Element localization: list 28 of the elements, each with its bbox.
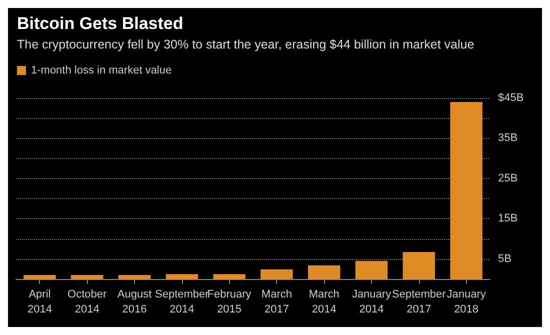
y-tick-label: 15B — [498, 212, 518, 225]
bar — [70, 274, 104, 279]
y-tick-label: 5B — [498, 252, 512, 265]
x-tick-label: October 2014 — [68, 288, 107, 316]
bar — [166, 274, 198, 279]
x-tick-label: September 2014 — [154, 288, 210, 316]
chart-title: Bitcoin Gets Blasted — [17, 14, 184, 33]
bar — [308, 265, 340, 279]
x-tick-label: January 2014 — [352, 288, 392, 316]
chart-subtitle: The cryptocurrency fell by 30% to start the year, erasing $44 billion in market value — [17, 38, 474, 52]
y-tick-label: $45B — [498, 92, 524, 104]
bar — [118, 274, 151, 279]
bar — [450, 102, 482, 279]
x-tick-label: April 2014 — [27, 288, 52, 316]
bar — [355, 260, 388, 279]
bar — [402, 252, 436, 279]
x-tick-label: September 2017 — [392, 288, 446, 316]
legend-label: 1-month loss in market value — [31, 64, 172, 76]
bar — [213, 274, 246, 279]
bar — [260, 269, 293, 279]
y-tick-label: 25B — [498, 172, 518, 184]
x-tick-label: March 2017 — [261, 288, 292, 316]
x-tick-label: February 2015 — [207, 288, 252, 316]
x-tick-label: March 2014 — [308, 288, 340, 316]
x-tick-label: August 2016 — [117, 288, 152, 316]
x-tick-label: January 2018 — [446, 288, 486, 316]
bar — [24, 274, 56, 279]
y-tick-label: 35B — [498, 132, 518, 144]
